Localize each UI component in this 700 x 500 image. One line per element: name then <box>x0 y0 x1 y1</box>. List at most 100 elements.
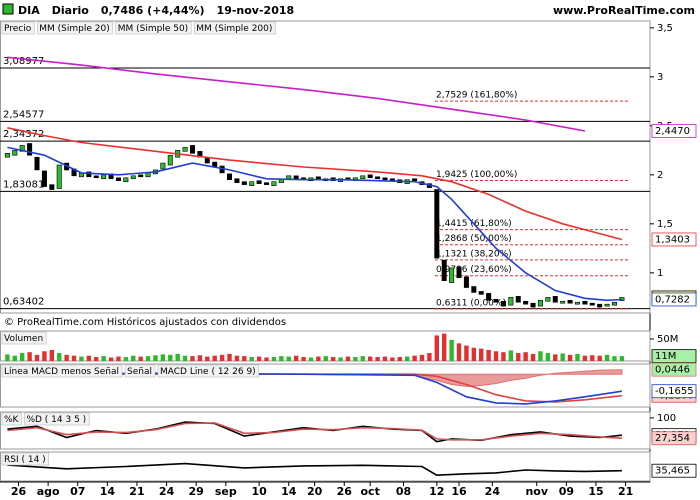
legend-label: MM (Simple 20) <box>39 24 109 34</box>
volume-bar <box>212 355 217 361</box>
volume-bar <box>545 353 551 361</box>
y-tick-label: 1,5 <box>657 219 673 230</box>
volume-bar <box>338 357 343 361</box>
volume-bar <box>597 355 602 361</box>
last-value-box <box>651 349 697 364</box>
candle <box>138 174 144 178</box>
volume-bar <box>464 345 469 361</box>
volume-bar <box>116 356 121 361</box>
volume-bar <box>20 353 25 361</box>
volume-bar <box>412 355 417 361</box>
last-value-label: 0,7282 <box>655 294 690 305</box>
legend-label: %D ( 14 3 5 ) <box>26 415 86 425</box>
candle <box>167 154 173 166</box>
candle <box>604 303 610 307</box>
candle <box>278 179 284 183</box>
volume-bar <box>397 357 402 361</box>
volume-bar <box>293 355 299 361</box>
header-date: 19-nov-2018 <box>217 4 295 17</box>
line-series <box>7 373 622 403</box>
x-tick-label: nov <box>525 485 548 498</box>
volume-bar <box>582 355 588 361</box>
volume-bar <box>575 353 580 361</box>
volume-bar <box>101 356 106 361</box>
volume-bar <box>530 353 536 361</box>
candle <box>530 302 536 308</box>
candle <box>463 276 469 288</box>
candle <box>293 175 299 180</box>
legend-box <box>1 452 49 466</box>
candle <box>34 156 40 171</box>
volume-bar <box>71 355 77 361</box>
level-label: 1,83081 <box>3 179 44 190</box>
volume-bar <box>449 339 454 361</box>
volume-bar <box>264 357 269 361</box>
y-tick-label: 100 <box>657 413 676 424</box>
legend-label: MM (Simple 50) <box>118 24 188 34</box>
x-tick-label: 26 <box>337 485 353 498</box>
volume-bar <box>64 354 69 361</box>
candle <box>360 175 366 180</box>
volume-bar <box>227 353 232 361</box>
volume-bar <box>486 349 491 361</box>
legend-label: RSI ( 14 ) <box>4 455 46 465</box>
logo-icon <box>2 3 14 15</box>
candle <box>101 174 107 180</box>
volume-bar <box>242 356 247 361</box>
volume-bar <box>434 335 440 361</box>
volume-bar <box>553 354 558 361</box>
candle <box>375 176 381 180</box>
footer-note: © ProRealTime.com Históricos ajustados c… <box>4 316 286 328</box>
candle <box>412 178 418 182</box>
panel-frame <box>0 363 651 408</box>
candle <box>256 180 262 184</box>
x-tick-label: 26 <box>11 485 27 498</box>
volume-bar <box>560 353 565 361</box>
x-tick-label: 20 <box>307 485 323 498</box>
legend-label: MM (Simple 200) <box>196 24 272 34</box>
panel-frame <box>0 20 651 314</box>
volume-bar <box>79 356 84 361</box>
volume-bar <box>86 355 92 361</box>
volume-bar <box>316 356 321 361</box>
line-series <box>7 127 623 241</box>
volume-bar <box>279 356 284 361</box>
volume-bar <box>353 357 358 361</box>
volume-bar <box>5 354 10 361</box>
last-value-box <box>651 431 697 446</box>
panel-frame <box>0 451 651 482</box>
header-symbol: DIA <box>18 4 40 17</box>
candle <box>537 299 543 307</box>
volume-bar <box>131 355 136 361</box>
header-period: Diario <box>52 4 90 17</box>
candle <box>115 177 121 182</box>
volume-bar <box>249 357 254 361</box>
candle <box>515 296 521 303</box>
volume-bar <box>42 351 47 361</box>
volume-bar <box>442 333 447 361</box>
fib-label: 1,2868 (50,00%) <box>436 234 512 244</box>
candle <box>86 171 92 178</box>
last-value-box <box>651 292 697 307</box>
level-label: 3,08977 <box>3 56 44 67</box>
candle <box>523 300 529 305</box>
legend-box <box>1 21 35 35</box>
candle <box>93 175 99 179</box>
volume-bar <box>12 355 18 361</box>
level-label: 2,54577 <box>3 109 44 120</box>
candle <box>56 164 62 189</box>
volume-bar <box>108 357 114 361</box>
volume-bar <box>175 353 180 361</box>
x-tick-label: 14 <box>100 485 116 498</box>
volume-bar <box>367 356 373 361</box>
x-tick-label: 12 <box>429 485 444 498</box>
last-value-box <box>651 384 697 399</box>
volume-bar <box>57 353 62 361</box>
candle <box>204 157 210 164</box>
candle <box>4 152 10 158</box>
legend-box <box>36 21 114 35</box>
candle <box>145 172 151 178</box>
candle <box>27 143 33 156</box>
volume-bar <box>219 354 225 361</box>
volume-bar <box>493 351 499 361</box>
